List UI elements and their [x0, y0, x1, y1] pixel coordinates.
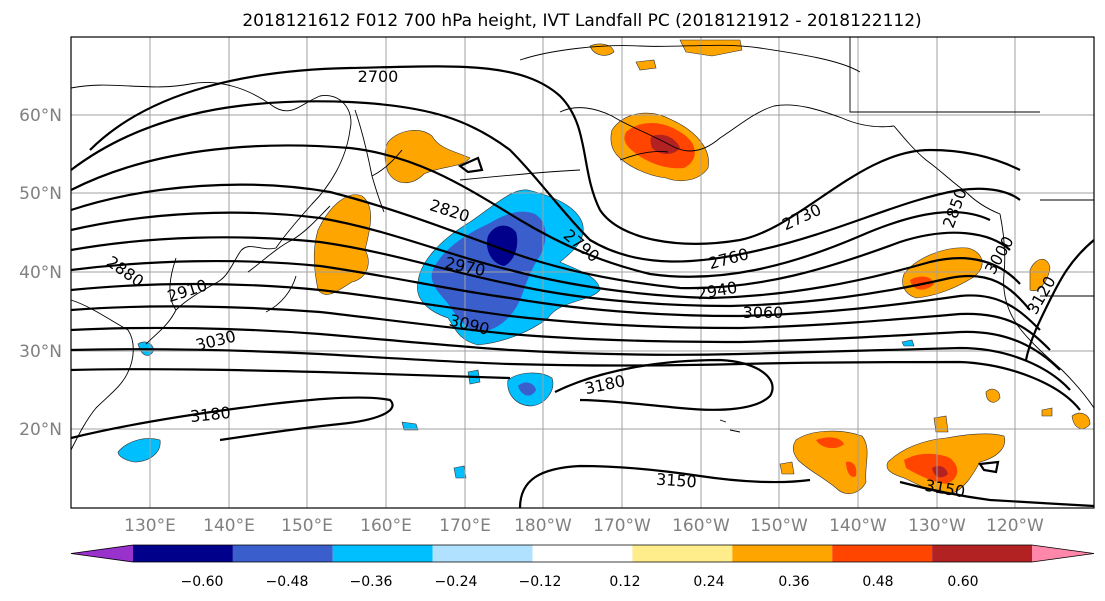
colorbar-segment [532, 545, 633, 562]
ivt-shading [117, 39, 1091, 495]
contour-label: 3060 [743, 303, 784, 322]
positive-anomaly-kamchatka [384, 130, 471, 184]
lat-label: 30°N [19, 342, 62, 362]
lon-label: 120°W [986, 516, 1044, 536]
lon-label: 180°W [514, 516, 572, 536]
contour-label: 3150 [655, 470, 697, 492]
colorbar-segment [932, 545, 1032, 562]
positive-anomaly-east-5 [1041, 407, 1053, 417]
colorbar-segment [232, 545, 333, 562]
positive-anomaly-hawaii-1-core [816, 437, 857, 477]
map-title: 2018121612 F012 700 hPa height, IVT Land… [242, 11, 921, 31]
colorbar-tick-label: −0.12 [519, 574, 562, 590]
positive-anomaly-east-3 [1071, 412, 1091, 429]
colorbar-tick-label: −0.36 [350, 574, 393, 590]
canada-border [849, 37, 1094, 297]
negative-anomaly-strong [486, 225, 518, 266]
colorbar-segment [732, 545, 833, 562]
positive-anomaly-north-1 [679, 39, 743, 57]
lon-label: 170°E [439, 516, 491, 536]
lon-label: 150°W [750, 516, 808, 536]
colorbar-segment [71, 545, 133, 562]
negative-anomaly-tiny-4 [901, 339, 915, 347]
negative-anomaly-tiny-3 [453, 465, 467, 479]
kamchatka-coast [354, 109, 403, 213]
map-panel: 2700 2820 2880 2910 2970 2790 3030 3090 … [70, 36, 1095, 509]
alaska-panhandle [893, 125, 1001, 215]
positive-anomaly-north-3 [635, 59, 657, 71]
colorbar-outline [70, 544, 1095, 563]
colorbar-tick-label: 0.60 [947, 574, 978, 590]
colorbar-tick-label: −0.60 [181, 574, 224, 590]
negative-anomaly-south-core [518, 382, 536, 396]
positive-anomaly-hawaii-1 [792, 430, 868, 494]
lon-label: 170°W [593, 516, 651, 536]
lon-label: 130°W [908, 516, 966, 536]
lon-label: 160°E [360, 516, 412, 536]
hawaii-islands [719, 419, 741, 433]
height-contours [70, 65, 1095, 509]
map-frame [70, 36, 1095, 509]
colorbar: −0.60 −0.48 −0.36 −0.24 −0.12 0.12 0.24 … [70, 544, 1095, 590]
lat-label: 40°N [19, 263, 62, 283]
longitude-labels: 130°E 140°E 150°E 160°E 170°E 180°W 170°… [124, 516, 1044, 536]
colorbar-tick-label: 0.24 [693, 574, 724, 590]
colorbar-segment [1032, 545, 1094, 562]
colorbar-tick-label: 0.48 [862, 574, 893, 590]
lat-label: 20°N [19, 420, 62, 440]
positive-anomaly-alaska-core [650, 134, 680, 154]
positive-anomaly-coast [1029, 258, 1051, 292]
lat-label: 50°N [19, 184, 62, 204]
aleutian-islands [459, 169, 581, 181]
lat-label: 60°N [19, 106, 62, 126]
lon-label: 130°E [124, 516, 176, 536]
contour-label: 3180 [189, 403, 231, 426]
colorbar-tick-label: −0.24 [435, 574, 478, 590]
contour-label: 2700 [358, 67, 399, 86]
colorbar-segment [832, 545, 933, 562]
colorbar-tick-label: −0.48 [266, 574, 309, 590]
china-coast [70, 299, 134, 451]
positive-anomaly-hawaii-2-max [932, 466, 948, 478]
positive-anomaly-east-4 [779, 461, 795, 475]
colorbar-tick-label: 0.12 [609, 574, 640, 590]
colorbar-segment [332, 545, 433, 562]
lon-label: 160°W [672, 516, 730, 536]
colorbar-ticks: −0.60 −0.48 −0.36 −0.24 −0.12 0.12 0.24 … [181, 574, 979, 590]
lon-label: 150°E [281, 516, 333, 536]
lon-label: 140°W [829, 516, 887, 536]
colorbar-tick-label: 0.36 [778, 574, 809, 590]
lon-label: 140°E [203, 516, 255, 536]
negative-anomaly-tiny-1 [401, 421, 419, 431]
alaska-coast [519, 44, 895, 161]
colorbar-segment [133, 545, 233, 562]
graticule [71, 37, 1094, 508]
colorbar-segments [70, 544, 1095, 563]
positive-anomaly-east-2 [985, 388, 1001, 403]
latitude-labels: 60°N 50°N 40°N 30°N 20°N [19, 106, 62, 440]
colorbar-segment [632, 545, 733, 562]
positive-anomaly-east-1 [933, 415, 949, 433]
north-america-coast [999, 213, 1095, 409]
colorbar-segment [432, 545, 533, 562]
